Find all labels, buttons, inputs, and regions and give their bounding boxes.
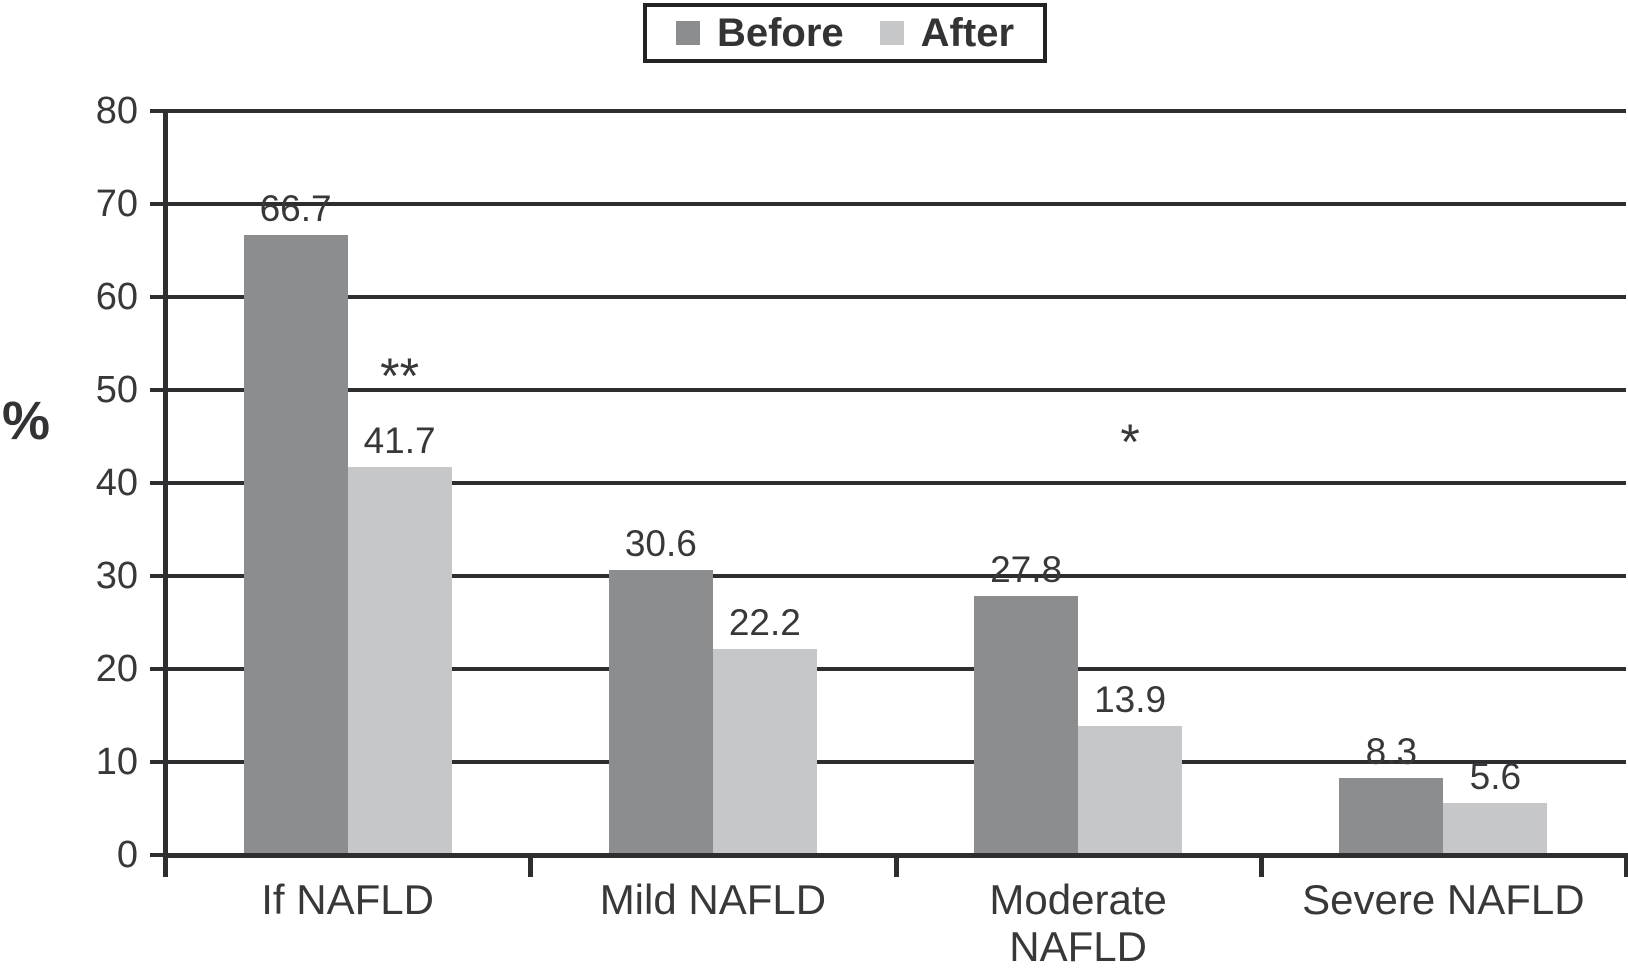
- x-axis-tick-3: [1258, 853, 1264, 877]
- significance-marker-after-moderate-nafld: *: [1120, 413, 1140, 470]
- bar-before-mild-nafld: [608, 570, 713, 855]
- value-label-after-if-nafld: 41.7: [363, 420, 436, 462]
- gridline-20: [165, 667, 1626, 671]
- gridline-30: [165, 574, 1626, 578]
- x-axis-label-if-nafld: If NAFLD: [261, 876, 434, 923]
- y-tick-label-0: 0: [116, 834, 138, 876]
- gridline-80: [165, 109, 1626, 113]
- legend-label-before: Before: [716, 11, 844, 55]
- legend: Before After: [643, 3, 1047, 63]
- x-axis-tick-4: [1624, 853, 1628, 877]
- x-axis-tick-0: [163, 853, 168, 877]
- gridline-70: [165, 202, 1626, 206]
- x-axis-tick-2: [893, 853, 899, 877]
- gridline-10: [165, 760, 1626, 764]
- bar-after-severe-nafld: [1443, 802, 1548, 855]
- y-tick-label-50: 50: [95, 369, 138, 411]
- gridline-60: [165, 295, 1626, 299]
- legend-label-after: After: [920, 11, 1015, 55]
- y-axis-line: [163, 109, 168, 860]
- bar-after-moderate-nafld: [1078, 725, 1183, 855]
- value-label-after-severe-nafld: 5.6: [1469, 755, 1522, 797]
- y-tick-label-60: 60: [95, 276, 138, 318]
- x-axis-label-moderate-nafld: Moderate NAFLD: [989, 876, 1167, 970]
- legend-item-before: Before: [675, 11, 844, 55]
- y-axis-title: %: [2, 391, 51, 451]
- gridline-50: [165, 388, 1626, 392]
- value-label-before-mild-nafld: 30.6: [624, 523, 697, 565]
- y-tick-label-40: 40: [95, 462, 138, 504]
- value-label-before-moderate-nafld: 27.8: [990, 549, 1063, 591]
- value-label-before-if-nafld: 66.7: [259, 187, 332, 229]
- bar-after-mild-nafld: [712, 648, 817, 855]
- y-tick-label-80: 80: [95, 90, 138, 132]
- legend-swatch-before-icon: [675, 21, 700, 45]
- x-axis-label-mild-nafld: Mild NAFLD: [599, 876, 827, 923]
- value-label-after-moderate-nafld: 13.9: [1094, 678, 1167, 720]
- x-axis-label-severe-nafld: Severe NAFLD: [1302, 876, 1585, 923]
- y-tick-label-30: 30: [95, 555, 138, 597]
- value-label-before-severe-nafld: 8.3: [1365, 730, 1418, 772]
- y-tick-label-70: 70: [95, 183, 138, 225]
- bar-before-moderate-nafld: [974, 596, 1079, 855]
- bar-after-if-nafld: [347, 467, 452, 855]
- legend-item-after: After: [879, 11, 1015, 55]
- bar-before-severe-nafld: [1339, 777, 1444, 855]
- gridline-40: [165, 481, 1626, 485]
- y-tick-label-10: 10: [95, 741, 138, 783]
- bar-before-if-nafld: [243, 234, 348, 855]
- significance-marker-after-if-nafld: **: [380, 348, 420, 405]
- x-axis-tick-1: [528, 853, 534, 877]
- legend-swatch-after-icon: [879, 21, 904, 45]
- y-tick-label-20: 20: [95, 648, 138, 690]
- value-label-after-mild-nafld: 22.2: [728, 601, 801, 643]
